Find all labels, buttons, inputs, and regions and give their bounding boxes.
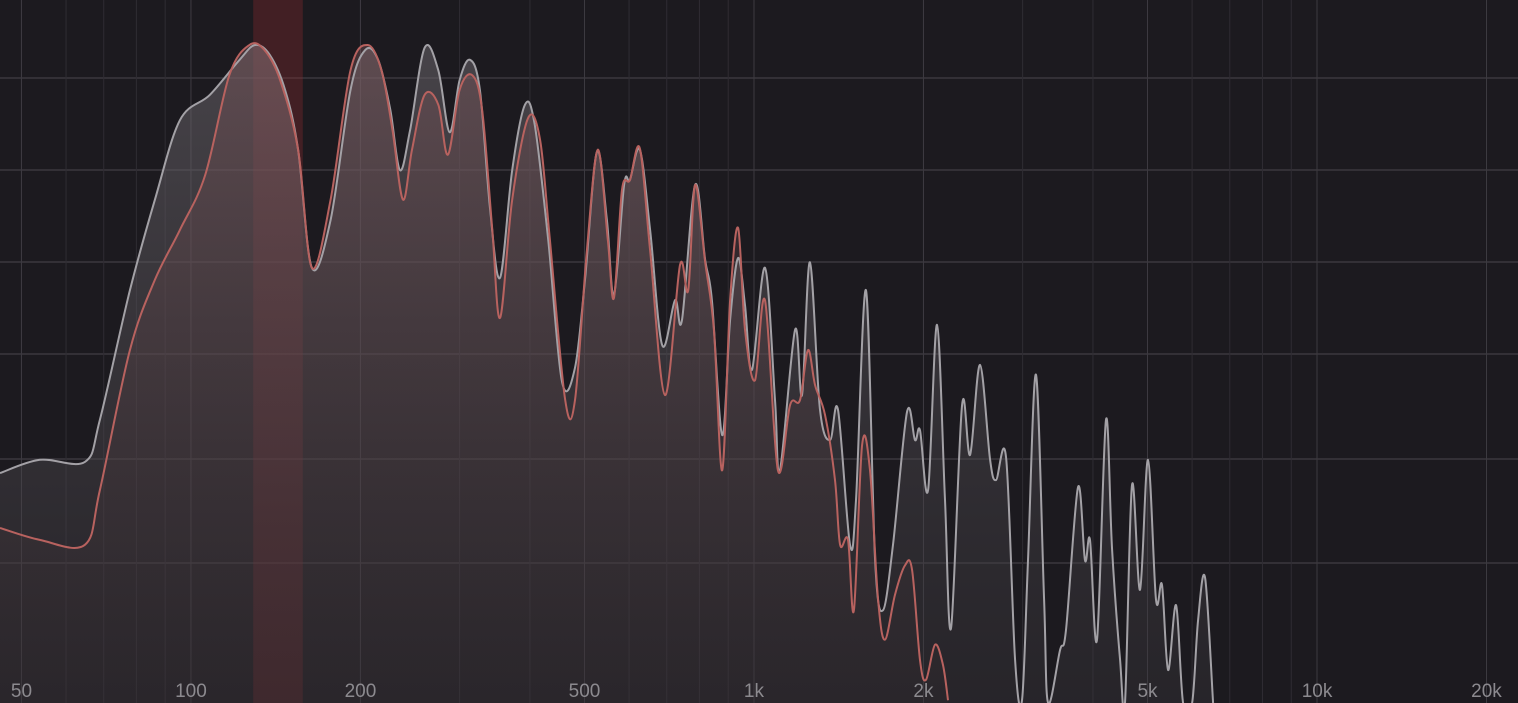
x-tick-label: 200 bbox=[345, 681, 377, 702]
spectrum-line bbox=[0, 43, 1215, 703]
x-tick-label: 50 bbox=[11, 681, 32, 702]
x-tick-label: 500 bbox=[569, 681, 601, 702]
x-tick-label: 20k bbox=[1471, 681, 1502, 702]
x-tick-label: 10k bbox=[1302, 681, 1333, 702]
spectrum-area bbox=[0, 43, 948, 703]
spectrum-line bbox=[0, 42, 949, 701]
x-tick-label: 2k bbox=[913, 681, 934, 702]
x-tick-label: 5k bbox=[1137, 681, 1158, 702]
x-tick-label: 1k bbox=[744, 681, 765, 702]
x-tick-label: 100 bbox=[175, 681, 207, 702]
